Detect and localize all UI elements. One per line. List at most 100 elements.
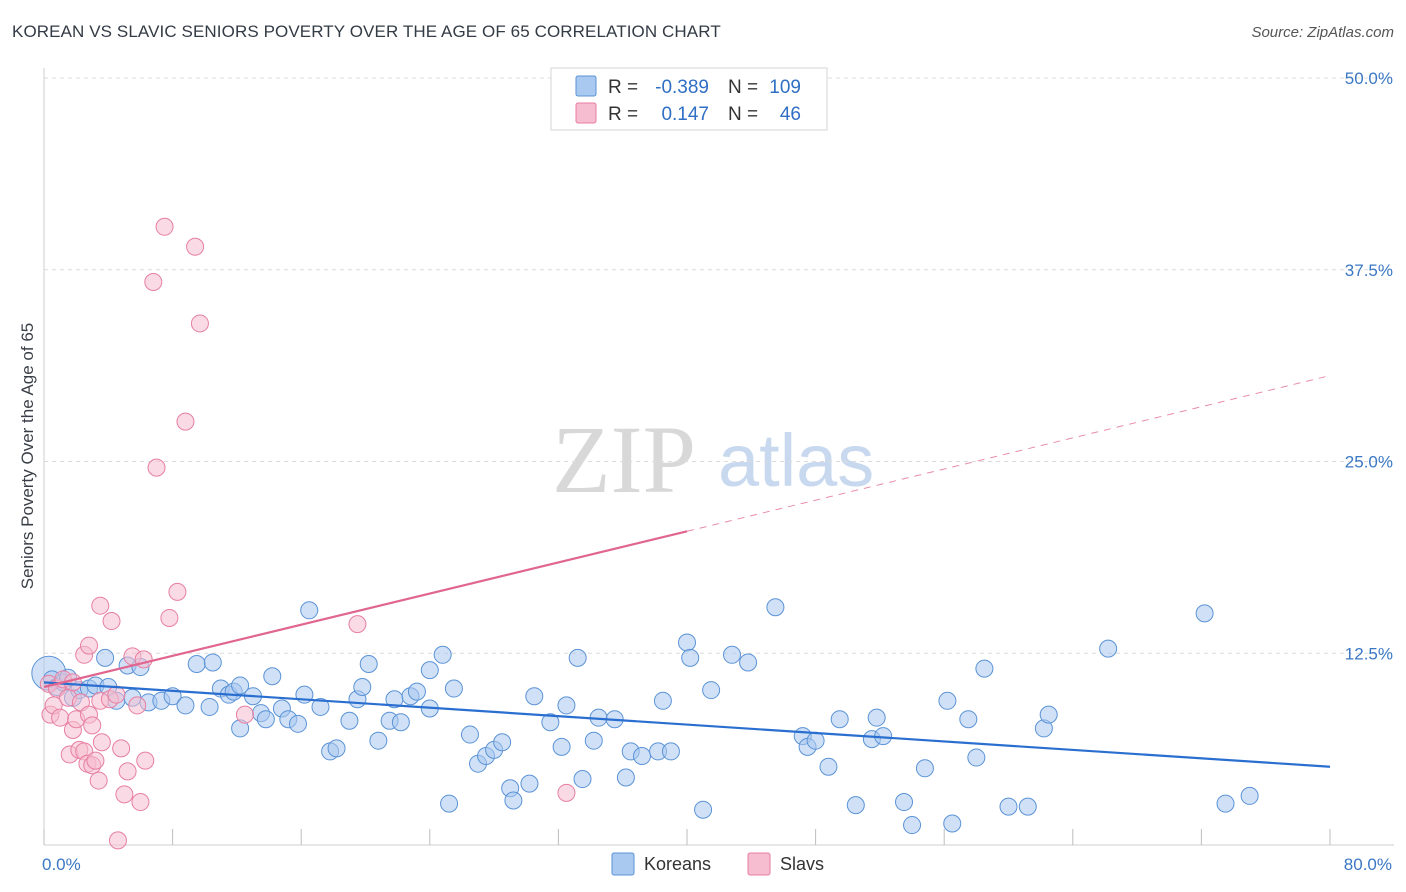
slav-point (107, 685, 126, 704)
legend-n-label-slavs: N = (728, 104, 758, 125)
korean-point (653, 691, 672, 710)
korean-point (938, 691, 957, 710)
legend-swatch-koreans (575, 75, 597, 97)
korean-point (359, 654, 378, 673)
korean-point (444, 679, 463, 698)
slav-point (136, 751, 155, 770)
slav-point (91, 596, 110, 615)
chart-title: KOREAN VS SLAVIC SENIORS POVERTY OVER TH… (12, 22, 721, 41)
bottom-legend-slavs: Slavs (780, 854, 824, 874)
korean-point (915, 759, 934, 778)
slav-point (83, 716, 102, 735)
trend-lines (43, 375, 1331, 768)
korean-point (493, 733, 512, 752)
legend-n-value-slavs: 46 (780, 104, 801, 125)
slav-point (131, 793, 150, 812)
legend-r-label-slavs: R = (608, 104, 638, 125)
bottom-legend: Koreans Slavs (611, 852, 824, 876)
korean-point (263, 667, 282, 686)
korean-point (176, 696, 195, 715)
korean-point (420, 661, 439, 680)
x-tick-label-min: 0.0% (42, 855, 81, 874)
slav-point (186, 237, 205, 256)
slav-point (348, 615, 367, 634)
slav-point (118, 762, 137, 781)
korean-point (1099, 639, 1118, 658)
slav-point (92, 733, 111, 752)
slav-point (80, 636, 99, 655)
korean-point (573, 770, 592, 789)
legend-box: R = -0.389 N = 109 R = 0.147 N = 46 (550, 67, 828, 131)
slav-point (112, 739, 131, 758)
slav-point (115, 785, 134, 804)
y-axis-label: Seniors Poverty Over the Age of 65 (18, 323, 37, 589)
korean-point (557, 696, 576, 715)
korean-point (460, 725, 479, 744)
korean-point (830, 710, 849, 729)
korean-point (96, 648, 115, 667)
korean-point (584, 731, 603, 750)
slavs-trend-line (43, 530, 688, 689)
korean-point (678, 633, 696, 652)
grid-lines (44, 77, 1394, 654)
slav-point (155, 217, 174, 236)
y-tick-labels: 12.5% 25.0% 37.5% 50.0% (1345, 69, 1393, 663)
korean-point (231, 676, 250, 695)
slav-point (190, 314, 209, 333)
korean-point (806, 731, 825, 750)
korean-point (967, 748, 986, 767)
korean-point (520, 774, 539, 793)
korean-point (300, 601, 319, 620)
korean-point (200, 697, 219, 716)
korean-point (541, 713, 560, 732)
legend-r-value-slavs: 0.147 (661, 104, 709, 125)
korean-point (846, 796, 865, 815)
slav-point (176, 412, 195, 431)
korean-point (819, 757, 838, 776)
watermark-atlas: atlas (718, 419, 874, 502)
korean-point (681, 648, 700, 667)
korean-point (311, 697, 330, 716)
koreans-trend-line (43, 681, 1331, 768)
korean-point (943, 814, 962, 833)
korean-point (694, 800, 713, 819)
y-tick-label-3: 50.0% (1345, 69, 1393, 88)
slav-point (144, 273, 163, 292)
slav-point (235, 705, 254, 724)
korean-point (369, 731, 388, 750)
slav-point (51, 708, 70, 727)
korean-point (327, 739, 346, 758)
korean-point (256, 710, 275, 729)
korean-point (504, 791, 523, 810)
legend-n-label-koreans: N = (728, 77, 758, 98)
korean-point (203, 653, 222, 672)
x-tick-label-max: 80.0% (1344, 855, 1392, 874)
slavs-points (39, 217, 576, 850)
slav-point (108, 831, 127, 850)
korean-point (895, 793, 914, 812)
korean-point (867, 708, 886, 727)
bottom-legend-swatch-slavs (747, 852, 771, 876)
slav-point (168, 582, 187, 601)
korean-point (433, 645, 452, 664)
y-tick-label-0: 12.5% (1345, 644, 1393, 663)
korean-point (1240, 786, 1259, 805)
source-label: Source: ZipAtlas.com (1251, 24, 1394, 41)
korean-point (187, 654, 206, 673)
y-tick-label-2: 37.5% (1345, 261, 1393, 280)
korean-point (739, 653, 758, 672)
korean-point (1018, 797, 1037, 816)
korean-point (440, 794, 459, 813)
legend-n-value-koreans: 109 (769, 77, 801, 98)
legend-swatch-slavs (575, 102, 597, 124)
korean-point (632, 747, 651, 766)
bottom-legend-koreans: Koreans (644, 854, 711, 874)
slav-point (102, 612, 121, 631)
korean-point (661, 742, 680, 761)
legend-r-label-koreans: R = (608, 77, 638, 98)
korean-point (702, 681, 721, 700)
slav-point (89, 771, 108, 790)
korean-point (1039, 705, 1058, 724)
korean-point (723, 645, 742, 664)
